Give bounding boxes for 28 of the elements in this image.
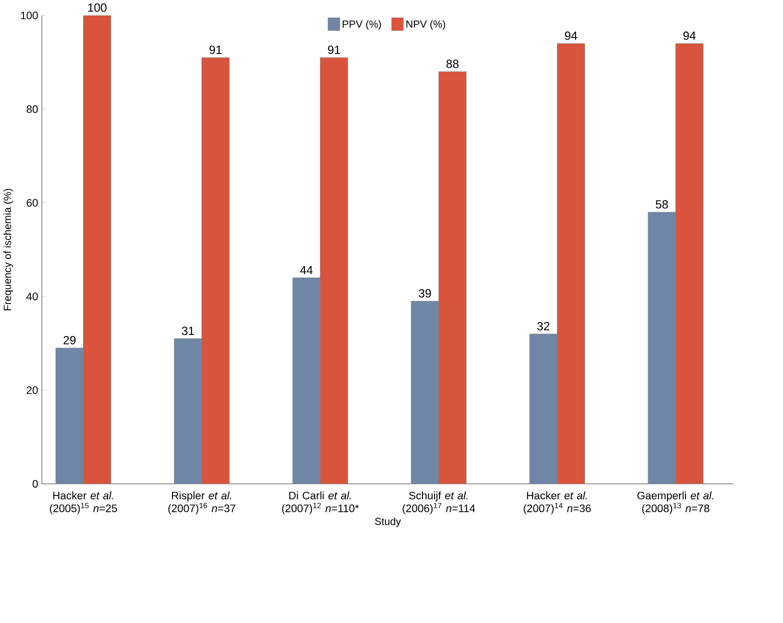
x-axis-title: Study (375, 518, 401, 528)
y-tick-label: 20 (26, 386, 38, 394)
y-axis-title: Frequency of ischemia (%) (3, 189, 14, 310)
y-tick-label: 80 (26, 105, 38, 114)
data-label: 91 (210, 46, 222, 54)
legend-label: NPV (%) (406, 20, 446, 30)
data-label: 39 (418, 289, 431, 298)
y-tick-label: 60 (26, 199, 38, 207)
data-label: 91 (328, 46, 340, 54)
data-label: 100 (88, 4, 106, 12)
x-tick-label: Hacker et al. (2007)$^{14}$ n=36 (524, 492, 591, 514)
y-tick-label: 40 (26, 292, 38, 301)
x-tick-label: Rispler et al. (2007)$^{16}$ n=37 (168, 492, 236, 514)
category-label: Gaemperli et al. (2008)$^{13}$ n=78 (637, 492, 714, 514)
x-tick-label: Hacker et al. (2005)$^{15}$ n=25 (50, 492, 117, 514)
data-label: 29 (64, 336, 76, 345)
data-label: 94 (564, 32, 578, 40)
category-label: Schuijf et al. (2006)$^{17}$ n=114 (402, 492, 476, 514)
y-tick-label: 100 (21, 12, 38, 20)
category-label: Di Carli et al. (2007)$^{12}$ n=110* (282, 492, 359, 514)
data-label: 58 (656, 200, 668, 209)
data-label: 32 (537, 322, 550, 331)
data-label: 44 (300, 266, 313, 274)
data-label: 94 (683, 32, 696, 40)
data-label: 88 (446, 60, 459, 68)
legend-label: PPV (%) (342, 20, 381, 30)
data-label: 31 (182, 326, 194, 336)
y-tick-label: 0 (32, 480, 38, 488)
